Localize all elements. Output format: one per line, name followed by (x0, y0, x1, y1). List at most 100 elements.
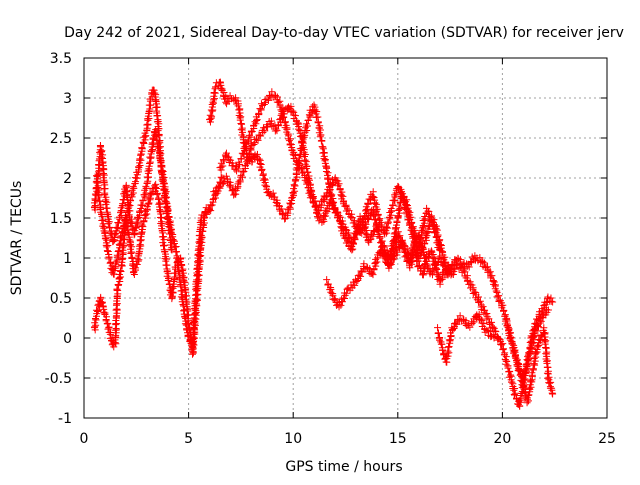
x-axis-label: GPS time / hours (285, 459, 402, 475)
data-point (130, 184, 138, 192)
data-point (322, 209, 330, 217)
data-point (528, 339, 536, 347)
data-point (131, 266, 139, 274)
data-point (114, 281, 122, 289)
data-point (139, 223, 147, 231)
data-point (113, 285, 121, 293)
data-point (343, 289, 351, 297)
data-point (234, 165, 242, 173)
data-point (423, 232, 431, 240)
data-point (542, 337, 550, 345)
data-point (111, 263, 119, 271)
data-point (526, 349, 534, 357)
data-point (247, 140, 255, 148)
data-point (217, 179, 225, 187)
data-point (420, 248, 428, 256)
data-point (152, 130, 160, 138)
data-point (291, 152, 299, 160)
series-track-h (434, 310, 498, 366)
data-point (216, 184, 224, 192)
data-point (237, 155, 245, 163)
data-point (522, 366, 530, 374)
data-point (189, 340, 197, 348)
data-point (236, 160, 244, 168)
data-point (183, 292, 191, 300)
data-point (115, 240, 123, 248)
data-point (289, 107, 297, 115)
data-point (191, 315, 199, 323)
data-point (126, 207, 134, 215)
data-point (144, 112, 152, 120)
data-point (97, 206, 105, 214)
data-point (489, 323, 497, 331)
data-point (269, 189, 277, 197)
data-point (369, 193, 377, 201)
data-point (351, 234, 359, 242)
data-point (153, 112, 161, 120)
data-point (146, 159, 154, 167)
data-point (195, 271, 203, 279)
data-point (500, 306, 508, 314)
data-point (415, 231, 423, 239)
data-point (285, 137, 293, 145)
data-point (434, 329, 442, 337)
data-point (169, 280, 177, 288)
data-point (172, 248, 180, 256)
data-point (327, 285, 335, 293)
data-point (476, 297, 484, 305)
data-point (320, 152, 328, 160)
data-point (194, 291, 202, 299)
data-point (368, 269, 376, 277)
data-point (258, 165, 266, 173)
data-point (105, 253, 113, 261)
data-point (523, 395, 531, 403)
data-point (476, 254, 484, 262)
data-point (432, 233, 440, 241)
data-point (94, 301, 102, 309)
data-point (483, 326, 491, 334)
data-point (209, 98, 217, 106)
data-point (427, 268, 435, 276)
data-point (147, 147, 155, 155)
data-point (527, 377, 535, 385)
data-point (135, 163, 143, 171)
data-point (115, 219, 123, 227)
series-track-c (93, 172, 226, 358)
data-point (103, 198, 111, 206)
data-point (376, 233, 384, 241)
data-point (416, 261, 424, 269)
data-point (525, 354, 533, 362)
data-point (196, 249, 204, 257)
data-point (148, 139, 156, 147)
data-point (192, 302, 200, 310)
data-point (335, 180, 343, 188)
data-point (165, 274, 173, 282)
data-point (314, 118, 322, 126)
series-track-g (323, 231, 552, 384)
x-tick-label: 20 (493, 431, 511, 447)
data-point (445, 343, 453, 351)
data-point (198, 233, 206, 241)
data-point (321, 157, 329, 165)
chart-title: Day 242 of 2021, Sidereal Day-to-day VTE… (64, 25, 624, 41)
data-point (290, 181, 298, 189)
data-point (114, 248, 122, 256)
data-point (160, 180, 168, 188)
data-point (465, 263, 473, 271)
data-point (264, 123, 272, 131)
data-point (381, 251, 389, 259)
data-point (98, 147, 106, 155)
data-point (369, 271, 377, 279)
data-point (142, 132, 150, 140)
data-point (283, 125, 291, 133)
data-point (226, 92, 234, 100)
data-point (511, 385, 519, 393)
data-point (466, 323, 474, 331)
data-point (510, 347, 518, 355)
data-point (488, 318, 496, 326)
data-point (176, 255, 184, 263)
data-point (351, 281, 359, 289)
data-point (280, 110, 288, 118)
y-tick-label: 0 (63, 331, 72, 347)
